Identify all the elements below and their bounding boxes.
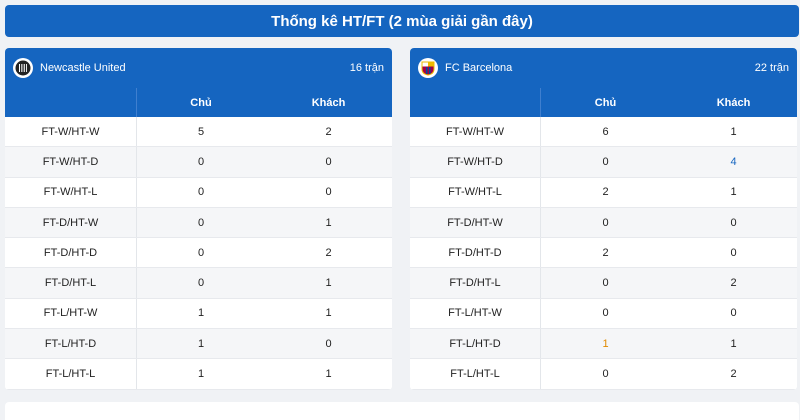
table-row: FT-D/HT-W 0 1 [5, 207, 392, 239]
home-value: 0 [197, 216, 205, 229]
row-label: FT-W/HT-D [410, 147, 541, 177]
page-title: Thống kê HT/FT (2 mùa giải gần đây) [5, 5, 799, 37]
row-label: FT-L/HT-D [5, 329, 137, 359]
away-value: 0 [325, 337, 332, 350]
home-value: 1 [197, 307, 205, 320]
away-column-header: Khách [716, 96, 751, 109]
row-label: FT-W/HT-W [5, 117, 137, 147]
newcastle-crest-icon [13, 58, 33, 78]
row-label: FT-L/HT-W [5, 298, 137, 329]
home-value: 1 [197, 368, 205, 381]
columns-header: Chủ Khách [410, 88, 797, 117]
row-label: FT-D/HT-W [5, 207, 137, 238]
team-name: Newcastle United [40, 62, 126, 74]
row-label: FT-L/HT-L [410, 359, 541, 389]
table-row: FT-L/HT-L 0 2 [410, 359, 797, 390]
away-value: 2 [730, 368, 737, 381]
away-value: 0 [730, 246, 737, 259]
table-row: FT-L/HT-W 0 0 [410, 298, 797, 330]
table-row: FT-W/HT-W 6 1 [410, 117, 797, 148]
home-value: 0 [602, 307, 609, 320]
row-label: FT-D/HT-L [410, 268, 541, 298]
next-section-edge [5, 402, 799, 420]
row-label: FT-L/HT-D [410, 329, 541, 359]
away-value: 0 [730, 216, 737, 229]
away-value: 1 [730, 186, 737, 199]
table-row: FT-W/HT-L 2 1 [410, 177, 797, 208]
away-value: 1 [325, 307, 332, 320]
home-value: 1 [197, 337, 205, 350]
team-header: Newcastle United 16 trận [5, 48, 392, 88]
home-value: 0 [197, 277, 205, 290]
stats-table: FT-W/HT-W 5 2 FT-W/HT-D 0 0 FT-W/HT-L 0 0 FT-D… [5, 117, 392, 390]
away-value: 4 [730, 155, 737, 168]
stats-table: FT-W/HT-W 6 1 FT-W/HT-D 0 4 FT-W/HT-L 2 1 FT-D… [410, 117, 797, 390]
away-value: 1 [730, 337, 737, 350]
home-value: 0 [197, 155, 205, 168]
home-value: 0 [602, 216, 609, 229]
row-label: FT-D/HT-W [410, 207, 541, 238]
away-value: 0 [325, 186, 332, 199]
away-value: 1 [730, 125, 737, 138]
table-row: FT-D/HT-W 0 0 [410, 207, 797, 239]
label-column-header [5, 88, 137, 117]
label-column-header [410, 88, 541, 117]
home-value: 5 [197, 125, 205, 138]
home-value: 0 [602, 155, 609, 168]
team-panel-barcelona: FC Barcelona 22 trận Chủ Khách FT-W/HT-W… [410, 48, 797, 390]
row-label: FT-L/HT-W [410, 298, 541, 329]
away-value: 0 [730, 307, 737, 320]
team-match-count: 16 trận [349, 62, 384, 74]
home-value: 2 [602, 246, 609, 259]
table-row: FT-D/HT-L 0 2 [410, 268, 797, 299]
row-label: FT-W/HT-D [5, 147, 137, 177]
row-label: FT-D/HT-D [5, 238, 137, 268]
row-label: FT-W/HT-L [410, 177, 541, 207]
table-row: FT-W/HT-D 0 0 [5, 147, 392, 178]
home-value: 6 [602, 125, 609, 138]
home-value: 0 [602, 277, 609, 290]
home-value: 2 [602, 186, 609, 199]
table-row: FT-L/HT-D 1 1 [410, 329, 797, 360]
home-value: 0 [602, 368, 609, 381]
row-label: FT-W/HT-L [5, 177, 137, 207]
home-column-header: Chủ [594, 96, 617, 109]
away-value: 2 [325, 246, 332, 259]
home-value: 0 [197, 186, 205, 199]
row-label: FT-D/HT-L [5, 268, 137, 298]
team-panel-newcastle: Newcastle United 16 trận Chủ Khách FT-W/… [5, 48, 392, 390]
table-row: FT-L/HT-W 1 1 [5, 298, 392, 330]
table-row: FT-W/HT-D 0 4 [410, 147, 797, 178]
team-name: FC Barcelona [445, 62, 513, 74]
barcelona-crest-icon [418, 58, 438, 78]
away-value: 1 [325, 216, 332, 229]
table-row: FT-D/HT-D 0 2 [5, 238, 392, 269]
away-value: 1 [325, 277, 332, 290]
table-row: FT-L/HT-L 1 1 [5, 359, 392, 390]
table-row: FT-W/HT-W 5 2 [5, 117, 392, 148]
row-label: FT-W/HT-W [410, 117, 541, 147]
table-row: FT-D/HT-D 2 0 [410, 238, 797, 269]
home-column-header: Chủ [190, 96, 212, 109]
table-row: FT-D/HT-L 0 1 [5, 268, 392, 299]
team-match-count: 22 trận [754, 62, 789, 74]
home-value: 1 [602, 337, 609, 350]
row-label: FT-D/HT-D [410, 238, 541, 268]
away-column-header: Khách [311, 96, 346, 109]
away-value: 2 [730, 277, 737, 290]
table-row: FT-L/HT-D 1 0 [5, 329, 392, 360]
away-value: 1 [325, 368, 332, 381]
row-label: FT-L/HT-L [5, 359, 137, 389]
home-value: 0 [197, 246, 205, 259]
team-header: FC Barcelona 22 trận [410, 48, 797, 88]
table-row: FT-W/HT-L 0 0 [5, 177, 392, 208]
away-value: 2 [325, 125, 332, 138]
away-value: 0 [325, 155, 332, 168]
columns-header: Chủ Khách [5, 88, 392, 117]
